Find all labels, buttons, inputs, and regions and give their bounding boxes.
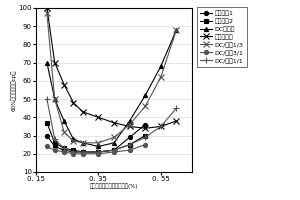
新分散剂2 bbox=[45, 122, 49, 124]
DC/六偏1/3 bbox=[81, 142, 85, 144]
Line: 新分散剂1: 新分散剂1 bbox=[45, 123, 147, 154]
X-axis label: 对碳酸钙重量的分散剂用量(%): 对碳酸钙重量的分散剂用量(%) bbox=[90, 184, 138, 189]
DC/六偏1/3 bbox=[175, 29, 178, 31]
新分散剂1 bbox=[45, 134, 49, 137]
DC/六偏1/1 bbox=[97, 151, 100, 153]
DC分散剂 bbox=[143, 94, 147, 97]
DC/六偏3/1 bbox=[72, 153, 75, 155]
DC/六偏1/1 bbox=[143, 136, 147, 139]
DC/六偏1/1 bbox=[81, 151, 85, 153]
DC/六偏1/1 bbox=[72, 151, 75, 153]
六偏分散剂 bbox=[143, 127, 147, 129]
新分散剂2 bbox=[72, 149, 75, 151]
DC分散剂 bbox=[53, 98, 56, 100]
DC/六偏1/3 bbox=[62, 131, 66, 133]
DC分散剂 bbox=[112, 142, 116, 144]
新分散剂2 bbox=[62, 147, 66, 150]
DC/六偏1/1 bbox=[62, 147, 66, 150]
DC/六偏1/3 bbox=[143, 105, 147, 108]
DC分散剂 bbox=[175, 29, 178, 31]
DC分散剂 bbox=[159, 65, 163, 68]
DC/六偏1/3 bbox=[159, 76, 163, 78]
新分散剂1 bbox=[97, 151, 100, 153]
六偏分散剂 bbox=[53, 61, 56, 64]
新分散剂1 bbox=[143, 123, 147, 126]
DC/六偏3/1 bbox=[112, 151, 116, 153]
DC/六偏1/1 bbox=[159, 125, 163, 128]
DC分散剂 bbox=[128, 120, 131, 122]
新分散剂1 bbox=[128, 136, 131, 139]
DC/六偏3/1 bbox=[128, 149, 131, 151]
DC/六偏1/3 bbox=[128, 123, 131, 126]
DC/六偏3/1 bbox=[45, 145, 49, 148]
新分散剂2 bbox=[97, 151, 100, 153]
DC/六偏1/1 bbox=[112, 149, 116, 151]
DC/六偏1/3 bbox=[45, 12, 49, 15]
DC/六偏1/1 bbox=[128, 143, 131, 146]
新分散剂2 bbox=[128, 143, 131, 146]
DC分散剂 bbox=[62, 120, 66, 122]
六偏分散剂 bbox=[128, 125, 131, 128]
Line: DC/六偏3/1: DC/六偏3/1 bbox=[45, 143, 147, 156]
DC/六偏3/1 bbox=[97, 153, 100, 155]
DC/六偏1/3 bbox=[53, 98, 56, 100]
六偏分散剂 bbox=[62, 83, 66, 86]
DC/六偏1/3 bbox=[112, 136, 116, 139]
新分散剂1 bbox=[53, 145, 56, 148]
六偏分散剂 bbox=[45, 7, 49, 9]
新分散剂2 bbox=[112, 149, 116, 151]
DC/六偏3/1 bbox=[143, 143, 147, 146]
六偏分散剂 bbox=[159, 125, 163, 128]
DC分散剂 bbox=[97, 145, 100, 148]
六偏分散剂 bbox=[72, 102, 75, 104]
DC/六偏1/1 bbox=[45, 98, 49, 100]
Legend: 新分散剂1, 新分散剂2, DC分散剂, 六偏分散剂, DC/六偏1/3, DC/六偏3/1, DC/六偏1/1: 新分散剂1, 新分散剂2, DC分散剂, 六偏分散剂, DC/六偏1/3, DC… bbox=[196, 7, 247, 67]
DC分散剂 bbox=[81, 142, 85, 144]
六偏分散剂 bbox=[112, 122, 116, 124]
Y-axis label: 60%分散液粘度（cp）: 60%分散液粘度（cp） bbox=[11, 69, 17, 111]
Line: 新分散剂2: 新分散剂2 bbox=[45, 121, 147, 154]
DC/六偏1/3 bbox=[97, 142, 100, 144]
新分散剂1 bbox=[72, 151, 75, 153]
DC分散剂 bbox=[45, 61, 49, 64]
新分散剂2 bbox=[81, 151, 85, 153]
新分散剂2 bbox=[53, 142, 56, 144]
DC/六偏3/1 bbox=[62, 151, 66, 153]
新分散剂1 bbox=[81, 151, 85, 153]
DC/六偏3/1 bbox=[81, 153, 85, 155]
DC/六偏1/1 bbox=[175, 107, 178, 109]
DC/六偏1/1 bbox=[53, 138, 56, 140]
六偏分散剂 bbox=[175, 120, 178, 122]
Line: 六偏分散剂: 六偏分散剂 bbox=[44, 5, 179, 131]
DC/六偏1/3 bbox=[72, 140, 75, 142]
Line: DC/六偏1/3: DC/六偏1/3 bbox=[44, 11, 179, 146]
六偏分散剂 bbox=[81, 111, 85, 113]
新分散剂1 bbox=[62, 149, 66, 151]
DC分散剂 bbox=[72, 138, 75, 140]
六偏分散剂 bbox=[97, 116, 100, 119]
DC/六偏3/1 bbox=[53, 149, 56, 151]
Line: DC/六偏1/1: DC/六偏1/1 bbox=[44, 96, 180, 155]
新分散剂2 bbox=[143, 134, 147, 137]
新分散剂1 bbox=[112, 149, 116, 151]
Line: DC分散剂: DC分散剂 bbox=[45, 28, 178, 149]
